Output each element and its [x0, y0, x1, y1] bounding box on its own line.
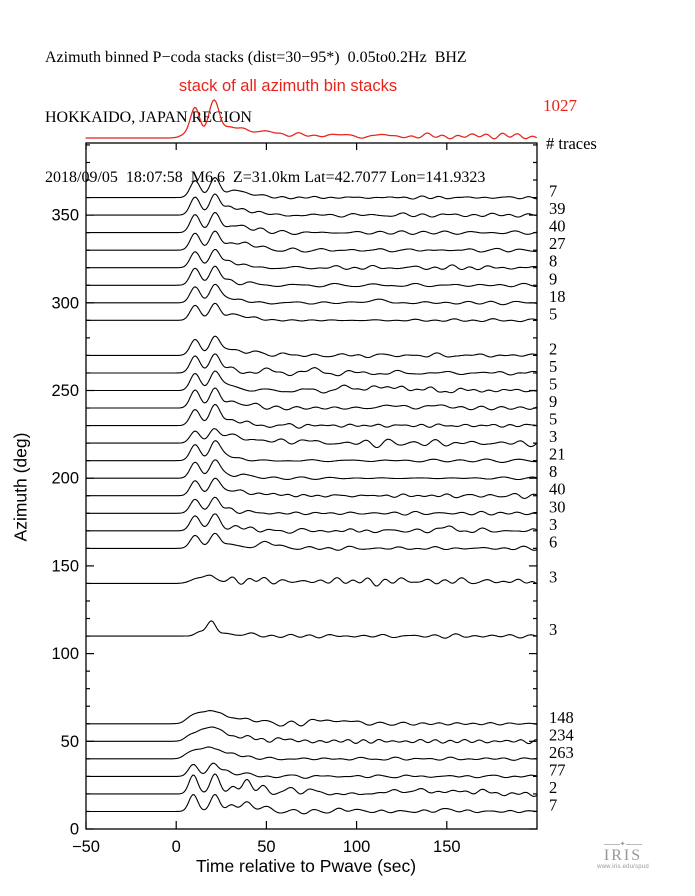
plot-box	[85, 142, 538, 830]
trace-line-az-230	[85, 404, 537, 429]
title-line-2: HOKKAIDO, JAPAN REGION	[45, 109, 252, 126]
trace-line-az-310	[85, 265, 537, 288]
iris-logo-text: IRIS	[603, 847, 643, 864]
y-tick-label: 250	[51, 382, 79, 400]
trace-count-label: 5	[549, 410, 557, 429]
trace-line-az-140	[85, 574, 537, 587]
trace-line-az-220	[85, 428, 537, 449]
trace-count-label: 9	[549, 392, 557, 411]
trace-line-az-250	[85, 370, 537, 394]
trace-line-az-200	[85, 459, 537, 481]
iris-compass-icon: ✦	[582, 841, 664, 848]
trace-line-az-260	[85, 353, 537, 377]
trace-count-label: 40	[549, 480, 566, 499]
y-tick-label: 50	[61, 733, 79, 751]
title-line-1: Azimuth binned P−coda stacks (dist=30−95…	[45, 49, 467, 66]
x-tick-label: 50	[257, 838, 275, 856]
trace-count-label: 30	[549, 497, 566, 516]
trace-line-az-210	[85, 440, 537, 463]
x-tick-label: −50	[72, 838, 100, 856]
trace-count-label: 234	[549, 725, 574, 744]
trace-line-az-290	[85, 302, 537, 323]
title-line-3: 2018/09/05 18:07:58 M6.6 Z=31.0km Lat=42…	[45, 169, 486, 186]
trace-count-label: 3	[549, 515, 557, 534]
trace-count-label: 27	[549, 234, 566, 253]
trace-line-az-20	[85, 773, 537, 797]
y-tick-label: 300	[51, 294, 79, 312]
trace-count-label: 77	[549, 760, 566, 779]
trace-line-az-180	[85, 496, 537, 516]
stack-trace-line	[85, 99, 537, 140]
trace-count-label: 18	[549, 287, 566, 306]
trace-count-label: 3	[549, 427, 557, 446]
trace-count-label: 8	[549, 252, 557, 271]
x-tick-label: 150	[433, 838, 461, 856]
trace-count-label: 148	[549, 708, 574, 727]
trace-line-az-270	[85, 335, 537, 359]
trace-line-az-300	[85, 283, 537, 306]
trace-line-az-190	[85, 477, 537, 500]
trace-count-label: 7	[549, 182, 557, 201]
trace-line-az-320	[85, 249, 537, 271]
trace-line-az-30	[85, 762, 537, 779]
trace-count-label: 2	[549, 339, 557, 358]
y-tick-label: 100	[51, 645, 79, 663]
trace-count-label: 3	[549, 620, 557, 639]
trace-count-label: 6	[549, 532, 557, 551]
iris-logo-url: www.iris.edu/spud	[597, 864, 649, 870]
y-axis-title: Azimuth (deg)	[10, 432, 31, 542]
trace-count-label: 5	[549, 375, 557, 394]
x-axis-title: Time relative to Pwave (sec)	[195, 856, 417, 876]
trace-line-az-60	[85, 710, 537, 727]
trace-count-label: 263	[549, 743, 574, 762]
trace-line-az-330	[85, 230, 537, 253]
trace-count-label: 2	[549, 778, 557, 797]
trace-count-label: 7	[549, 795, 557, 814]
figure-title: Azimuth binned P−coda stacks (dist=30−95…	[45, 8, 485, 228]
y-tick-label: 150	[51, 557, 79, 575]
stack-total-count: 1027	[543, 96, 577, 115]
y-tick-label: 0	[70, 821, 79, 839]
trace-count-label: 40	[549, 217, 566, 236]
trace-count-label: 3	[549, 567, 557, 586]
trace-line-az-160	[85, 532, 537, 551]
trace-line-az-110	[85, 620, 537, 639]
iris-logo: ✦ IRIS www.iris.edu/spud	[582, 841, 664, 871]
y-tick-label: 200	[51, 470, 79, 488]
y-tick-label: 350	[51, 207, 79, 225]
trace-line-az-40	[85, 746, 537, 761]
trace-line-az-340	[85, 212, 537, 235]
trace-count-column-header: # traces	[546, 134, 597, 153]
trace-count-label: 21	[549, 445, 566, 464]
trace-line-az-350	[85, 193, 537, 218]
trace-count-label: 8	[549, 462, 557, 481]
trace-count-label: 5	[549, 357, 557, 376]
trace-line-az-170	[85, 513, 537, 534]
x-tick-label: 0	[172, 838, 181, 856]
trace-line-az-10	[85, 794, 537, 815]
x-tick-label: 100	[343, 838, 371, 856]
stack-trace-label: stack of all azimuth bin stacks	[178, 77, 398, 95]
trace-count-label: 9	[549, 269, 557, 288]
trace-count-label: 5	[549, 304, 557, 323]
trace-count-label: 39	[549, 199, 566, 218]
trace-line-az-50	[85, 726, 537, 745]
trace-line-az-360	[85, 177, 537, 200]
trace-line-az-240	[85, 387, 537, 411]
